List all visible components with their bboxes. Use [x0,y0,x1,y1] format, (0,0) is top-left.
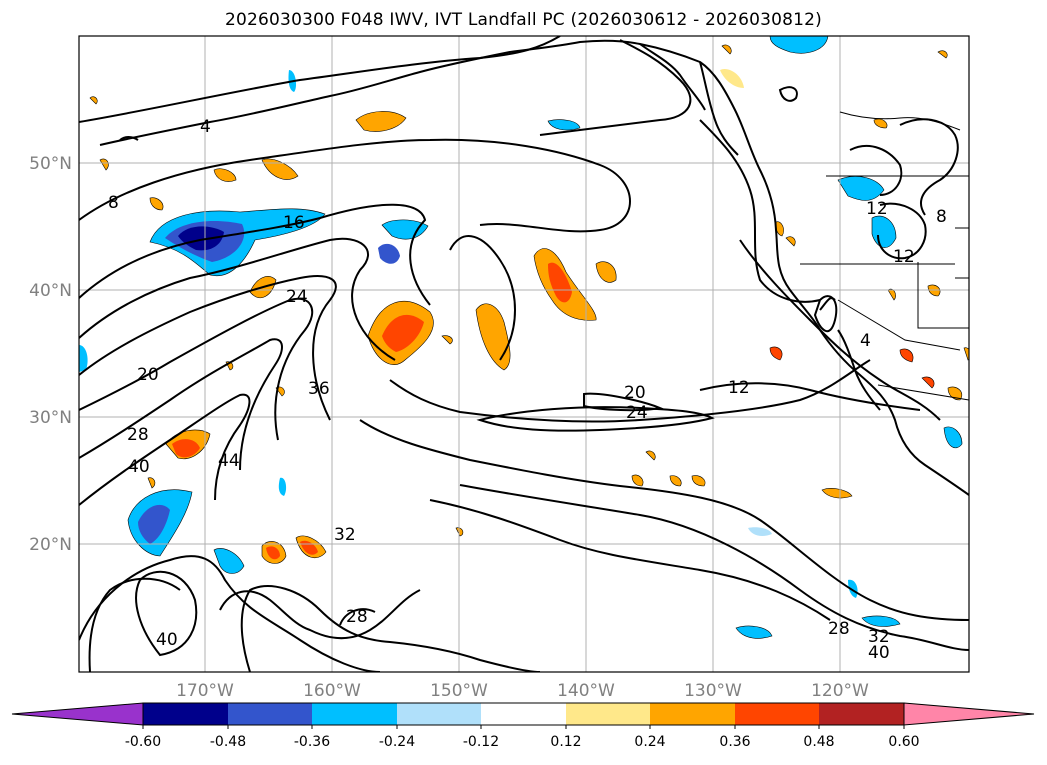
map-title: 2026030300 F048 IWV, IVT Landfall PC (20… [224,10,823,30]
colorbar-tick: -0.24 [379,734,415,750]
lon-label: 140°W [557,681,615,701]
colorbar-tick: -0.12 [463,734,499,750]
lat-label: 50°N [29,154,72,174]
contour-label: 32 [868,627,890,647]
contour-label: 28 [346,607,368,627]
contour-label: 20 [137,365,159,385]
colorbar-swatch [566,703,650,725]
lat-label: 20°N [29,535,72,555]
colorbar: -0.60 -0.48 -0.36 -0.24 -0.12 0.12 0.24 … [11,702,1035,750]
lon-label: 170°W [176,681,234,701]
lon-label: 120°W [811,681,869,701]
coastlines [99,39,969,496]
contour-label: 40 [156,630,178,650]
colorbar-tick: -0.60 [125,734,161,750]
contour-label: 20 [624,383,646,403]
contour-label: 36 [308,379,330,399]
colorbar-swatch [819,703,904,725]
contour-label: 16 [283,213,305,233]
contour-label: 4 [860,331,871,351]
lon-label: 150°W [430,681,488,701]
colorbar-swatch [735,703,819,725]
contour-label: 28 [828,619,850,639]
lat-label: 30°N [29,408,72,428]
contour-label: 8 [936,207,947,227]
colorbar-swatch [312,703,397,725]
lon-axis: 170°W 160°W 150°W 140°W 130°W 120°W [176,681,869,701]
map-frame [78,35,970,673]
colorbar-tick: 0.12 [550,734,581,750]
contour-label: 24 [286,287,308,307]
contour-label: 4 [200,117,211,137]
colorbar-tick: 0.60 [888,734,919,750]
colorbar-tick: 0.36 [719,734,750,750]
lat-axis: 50°N 40°N 30°N 20°N [29,154,72,555]
contour-label: 24 [626,403,648,423]
contour-label: 28 [127,425,149,445]
contour-labels: 4 8 16 24 20 28 36 40 44 32 28 40 20 24 … [108,117,947,663]
iwv-contours [79,36,969,672]
contour-label: 12 [893,247,915,267]
colorbar-extend-low [11,702,144,726]
contour-label: 8 [108,193,119,213]
lat-label: 40°N [29,281,72,301]
contour-label: 40 [868,643,890,663]
contour-label: 12 [728,378,750,398]
contour-label: 12 [866,199,888,219]
colorbar-extend-high [903,702,1035,726]
colorbar-swatch [143,703,228,725]
contour-label: 40 [128,457,150,477]
map-panel [79,36,969,672]
colorbar-tick: -0.36 [294,734,330,750]
colorbar-swatch [481,703,566,725]
colorbar-tick: 0.24 [634,734,665,750]
contour-label: 44 [218,451,240,471]
colorbar-swatch [650,703,735,725]
colorbar-tick: 0.48 [803,734,834,750]
colorbar-swatch [228,703,312,725]
lon-label: 130°W [684,681,742,701]
contour-label: 32 [334,525,356,545]
colorbar-swatch [397,703,481,725]
borders [800,111,969,401]
lon-label: 160°W [303,681,361,701]
colorbar-tick: -0.48 [210,734,246,750]
